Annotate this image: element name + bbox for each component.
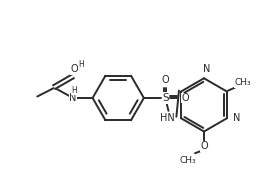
Text: CH₃: CH₃ <box>180 156 197 165</box>
Text: N: N <box>69 93 77 103</box>
Text: O: O <box>162 75 169 85</box>
Text: O: O <box>200 141 208 151</box>
Text: S: S <box>162 93 169 103</box>
Text: HN: HN <box>160 113 175 123</box>
Text: O: O <box>70 64 78 74</box>
Text: O: O <box>182 93 189 103</box>
Text: N: N <box>203 64 211 74</box>
Text: N: N <box>233 113 241 123</box>
Text: CH₃: CH₃ <box>234 78 251 87</box>
Text: H: H <box>78 60 84 69</box>
Text: H: H <box>71 86 77 95</box>
